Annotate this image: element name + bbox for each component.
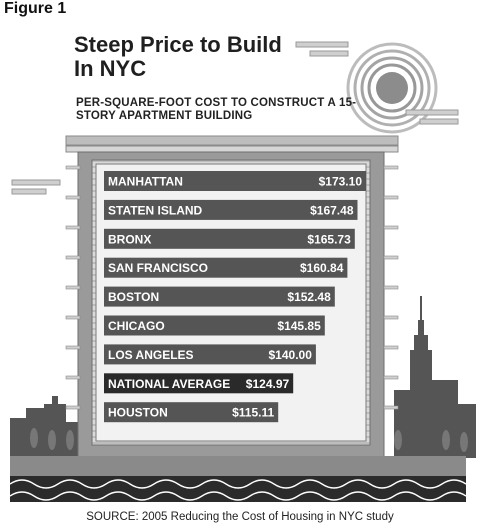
bar-value-label: $173.10 [319, 175, 363, 189]
bar-group: NATIONAL AVERAGE $124.97 [104, 373, 294, 394]
bar-category-label: NATIONAL AVERAGE [108, 377, 230, 391]
bar-value-label: $145.85 [277, 319, 321, 333]
bar-group: CHICAGO $145.85 [104, 315, 325, 336]
source-note: SOURCE: 2005 Reducing the Cost of Housin… [86, 511, 394, 523]
bar-value-label: $140.00 [269, 348, 313, 362]
waterfront [9, 456, 467, 502]
skyline-right [394, 296, 476, 458]
bar-category-label: STATEN ISLAND [108, 203, 203, 217]
bar-category-label: SAN FRANCISCO [108, 261, 208, 275]
bar-group: LOS ANGELES $140.00 [104, 344, 316, 365]
bar [104, 257, 348, 278]
bar-value-label: $124.97 [246, 377, 290, 391]
bar-category-label: HOUSTON [108, 406, 168, 420]
bar-category-label: MANHATTAN [108, 175, 183, 189]
bar-value-label: $115.11 [232, 406, 274, 420]
figure-label: Figure 1 [4, 0, 67, 17]
bar [104, 315, 325, 336]
bar [104, 228, 355, 249]
bar [104, 286, 335, 307]
bar-category-label: BRONX [108, 232, 151, 246]
bar-category-label: BOSTON [108, 290, 159, 304]
chart-subtitle: PER-SQUARE-FOOT COST TO CONSTRUCT A 15-S… [76, 97, 357, 122]
bar [104, 344, 316, 365]
bar [104, 171, 366, 191]
bar-category-label: LOS ANGELES [108, 348, 194, 362]
bar-value-label: $167.48 [310, 203, 354, 217]
bar-category-label: CHICAGO [108, 319, 165, 333]
bar-group: BOSTON $152.48 [104, 286, 335, 307]
sun-icon [346, 42, 438, 134]
bar [104, 199, 358, 220]
bar-value-label: $160.84 [300, 261, 344, 275]
skyline-left [10, 396, 78, 458]
bar-value-label: $152.48 [287, 290, 331, 304]
bar-group: MANHATTAN $173.10 [104, 171, 366, 191]
bar-group: HOUSTON $115.11 [104, 402, 279, 423]
bar-value-label: $165.73 [307, 232, 351, 246]
bar-group: SAN FRANCISCO $160.84 [104, 257, 348, 278]
bar [104, 373, 294, 394]
chart-title: Steep Price to Build In NYC [74, 32, 282, 81]
cloud-icon [11, 41, 459, 195]
bar-group: STATEN ISLAND $167.48 [104, 199, 358, 220]
bar [104, 402, 279, 423]
bar-group: BRONX $165.73 [104, 228, 355, 249]
